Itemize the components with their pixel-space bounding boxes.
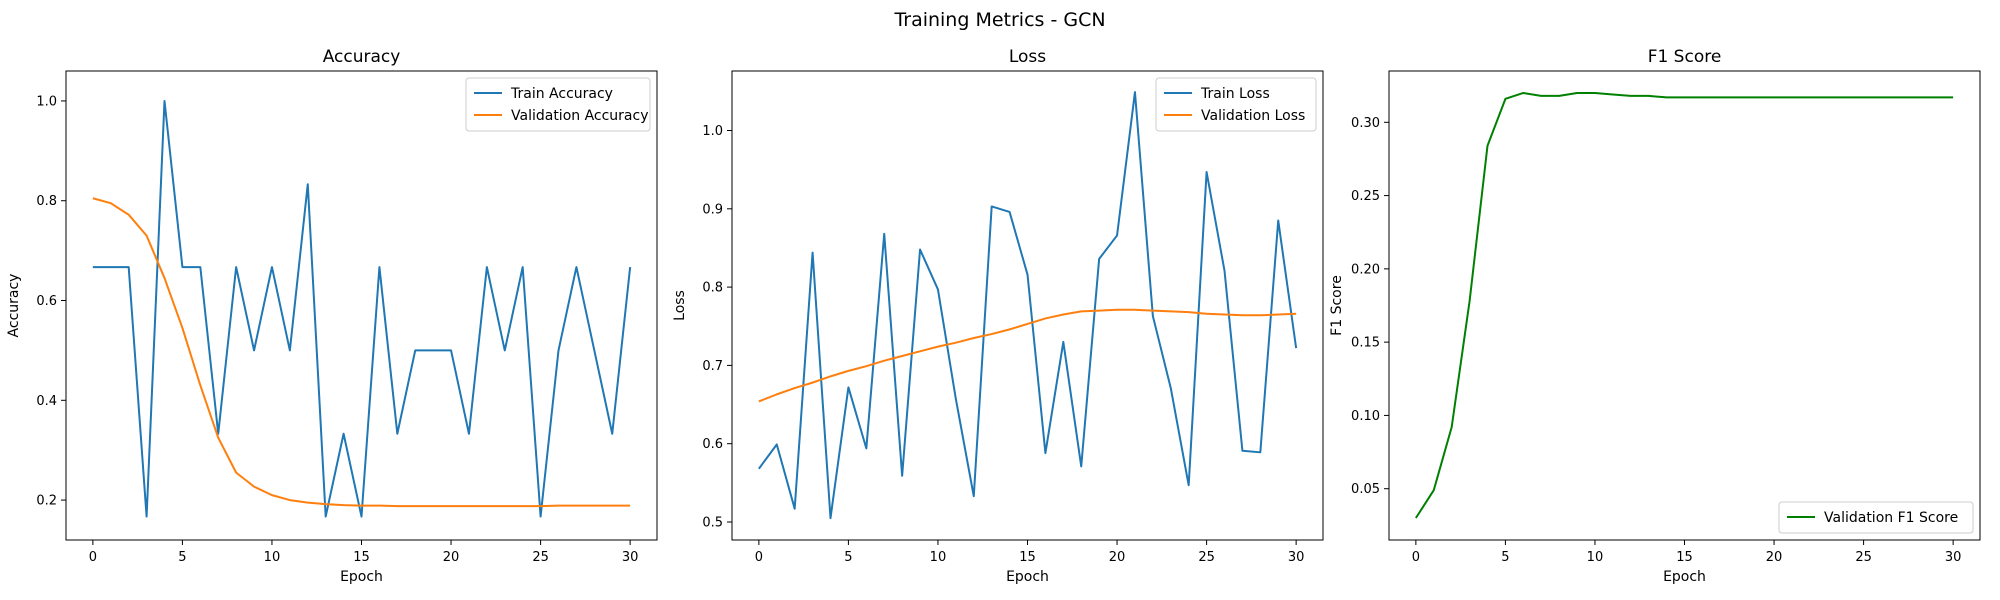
loss-x-tick-label: 5: [844, 550, 852, 565]
f1-legend-box: [1778, 501, 1974, 534]
f1-series-validation-f1-score-line: [1415, 91, 1954, 519]
loss-x-tick-label: 15: [1019, 550, 1036, 565]
f1-y-tick-label: 0.10: [1351, 409, 1380, 424]
loss-chart: Loss 0 5 10 15 20 25 30 0.5 0.6 0.7 0.8 0.9 1.0 Epoch L…: [672, 47, 1324, 585]
accuracy-chart-title: Accuracy: [323, 47, 401, 67]
accuracy-y-tick-label: 1.0: [36, 94, 57, 109]
f1-x-axis-label: Epoch: [1663, 569, 1706, 585]
accuracy-legend-box: [465, 77, 651, 132]
accuracy-x-tick-label: 30: [622, 550, 639, 565]
f1-plot-area: [1389, 71, 1980, 540]
accuracy-x-tick-label: 25: [532, 550, 549, 565]
accuracy-legend-label: Train Accuracy: [510, 86, 613, 102]
loss-y-tick-label: 0.7: [702, 359, 723, 374]
loss-plot-area: [732, 71, 1323, 540]
loss-series-validation-loss-line: [758, 308, 1297, 403]
f1-plot-frame: [1388, 70, 1981, 541]
loss-plot-frame: [731, 70, 1324, 541]
loss-legend-label: Train Loss: [1200, 86, 1270, 102]
accuracy-y-axis-label: Accuracy: [6, 274, 22, 338]
loss-legend-label: Validation Loss: [1201, 108, 1305, 124]
accuracy-legend: Train Accuracy Validation Accuracy: [465, 77, 651, 132]
accuracy-x-tick-label: 10: [264, 550, 281, 565]
f1-x-tick-label: 15: [1676, 550, 1693, 565]
f1-y-axis-label: F1 Score: [1329, 275, 1345, 336]
accuracy-series-train-accuracy-line: [92, 99, 632, 518]
f1-x-tick-label: 25: [1855, 550, 1872, 565]
accuracy-y-tick-label: 0.8: [36, 194, 57, 209]
loss-legend: Train Loss Validation Loss: [1155, 77, 1317, 132]
loss-x-tick-label: 30: [1288, 550, 1305, 565]
f1-x-tick-label: 20: [1766, 550, 1783, 565]
accuracy-legend-label: Validation Accuracy: [511, 108, 649, 124]
f1-x-tick-label: 5: [1501, 550, 1509, 565]
f1-y-tick-label: 0.25: [1351, 189, 1380, 204]
f1-y-tick-label: 0.05: [1351, 482, 1380, 497]
loss-x-tick-label: 10: [930, 550, 947, 565]
accuracy-y-tick-label: 0.6: [36, 294, 57, 309]
f1-x-tick-label: 30: [1945, 550, 1962, 565]
accuracy-x-tick-label: 0: [89, 550, 97, 565]
loss-chart-title: Loss: [1009, 47, 1046, 67]
f1-y-tick-label: 0.30: [1351, 116, 1380, 131]
figure-suptitle: Training Metrics - GCN: [893, 9, 1105, 31]
chart-panels: Accuracy 0 5 10 15 20 25 30 0.2 0.4 0.6 0.8 1.0 Epoch…: [6, 47, 1981, 585]
accuracy-plot-frame: [65, 70, 658, 541]
accuracy-y-tick-label: 0.2: [36, 494, 57, 509]
loss-y-tick-label: 0.6: [702, 437, 723, 452]
f1-x-tick-label: 10: [1587, 550, 1604, 565]
loss-y-tick-label: 0.5: [702, 515, 723, 530]
f1-x-tick-label: 0: [1412, 550, 1420, 565]
loss-y-axis-label: Loss: [672, 290, 688, 321]
f1-chart: F1 Score 0 5 10 15 20 25 30 0.05 0.10 0.15 0.20 0.25…: [1329, 47, 1981, 585]
f1-chart-title: F1 Score: [1648, 47, 1722, 67]
accuracy-series-validation-accuracy-line: [92, 197, 631, 508]
f1-y-tick-label: 0.15: [1351, 336, 1380, 351]
f1-legend: Validation F1 Score: [1778, 501, 1974, 534]
loss-x-tick-label: 25: [1198, 550, 1215, 565]
accuracy-x-tick-label: 15: [353, 550, 370, 565]
loss-x-axis-label: Epoch: [1006, 569, 1049, 585]
loss-x-tick-label: 20: [1109, 550, 1126, 565]
loss-series-train-loss-line: [758, 91, 1298, 520]
loss-legend-box: [1155, 77, 1317, 132]
accuracy-chart: Accuracy 0 5 10 15 20 25 30 0.2 0.4 0.6 0.8 1.0 Epoch…: [6, 47, 658, 585]
accuracy-x-tick-label: 5: [178, 550, 186, 565]
loss-y-tick-label: 0.8: [702, 281, 723, 296]
loss-y-tick-label: 0.9: [702, 202, 723, 217]
accuracy-y-tick-label: 0.4: [36, 394, 57, 409]
f1-y-tick-label: 0.20: [1351, 262, 1380, 277]
f1-legend-label: Validation F1 Score: [1824, 510, 1958, 526]
loss-x-tick-label: 0: [755, 550, 763, 565]
accuracy-plot-area: [66, 71, 657, 540]
accuracy-x-axis-label: Epoch: [340, 569, 383, 585]
loss-y-tick-label: 1.0: [702, 124, 723, 139]
accuracy-x-tick-label: 20: [443, 550, 460, 565]
